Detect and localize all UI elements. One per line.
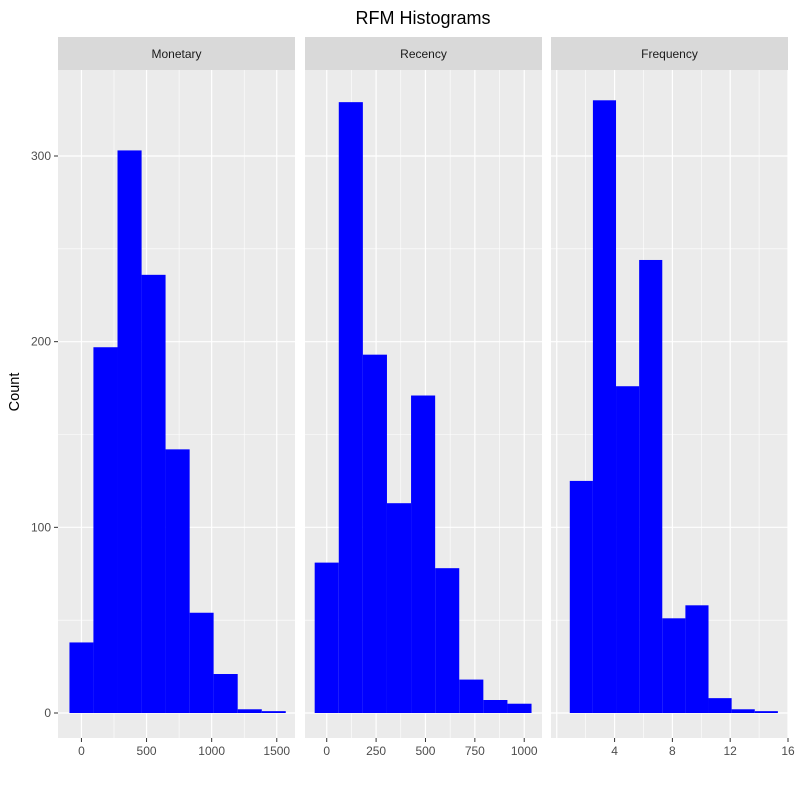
histogram-bar: [435, 568, 460, 713]
histogram-bar: [507, 703, 532, 713]
facet-strip: [551, 37, 788, 70]
y-axis: 0 100 200 300: [31, 149, 58, 720]
histogram-bar: [662, 618, 686, 713]
y-tick-label: 0: [44, 706, 51, 720]
x-tick-label: 1000: [198, 744, 225, 758]
facet-strip: [305, 37, 542, 70]
histogram-bar: [754, 711, 778, 713]
y-tick-label: 200: [31, 335, 51, 349]
facet-frequency: Frequency 4 8 12 16: [551, 37, 795, 758]
histogram-bar: [314, 562, 339, 713]
histogram-bar: [93, 347, 118, 713]
histogram-bar: [69, 642, 94, 713]
histogram-bar: [338, 102, 363, 713]
x-tick-label: 750: [465, 744, 485, 758]
chart-title: RFM Histograms: [355, 8, 490, 28]
histogram-bar: [616, 386, 640, 713]
facet-strip-label: Frequency: [641, 47, 698, 61]
histogram-bars: [69, 150, 286, 713]
facet-strip-label: Monetary: [151, 47, 201, 61]
x-tick-label: 4: [611, 744, 618, 758]
histogram-bar: [386, 503, 412, 713]
histogram-bar: [213, 674, 238, 713]
histogram-bar: [261, 711, 286, 713]
y-axis-title: Count: [7, 373, 23, 412]
histogram-bar: [117, 150, 142, 713]
histogram-bar: [411, 395, 436, 713]
histogram-bar: [592, 100, 617, 714]
histogram-bar: [459, 679, 484, 713]
facet-monetary: Monetary 0 500 1000 1500: [58, 37, 295, 758]
facet-strip-label: Recency: [400, 47, 447, 61]
x-tick-label: 16: [781, 744, 795, 758]
facet-panels: Monetary 0 500 1000 1500 Recency 0 250 500 750 100…: [58, 37, 795, 758]
x-tick-label: 500: [415, 744, 435, 758]
y-tick-label: 300: [31, 149, 51, 163]
histogram-bar: [141, 274, 166, 713]
facet-recency: Recency 0 250 500 750 1000: [305, 37, 542, 758]
x-tick-label: 0: [323, 744, 330, 758]
x-tick-label: 1000: [511, 744, 538, 758]
x-tick-label: 250: [366, 744, 386, 758]
histogram-bar: [639, 259, 663, 713]
x-tick-label: 12: [724, 744, 738, 758]
facet-strip: [58, 37, 295, 70]
x-tick-label: 0: [78, 744, 85, 758]
histogram-bar: [483, 700, 508, 713]
y-tick-label: 100: [31, 520, 51, 534]
histogram-bar: [362, 354, 387, 713]
histogram-bar: [189, 612, 214, 713]
histogram-bar: [731, 709, 755, 713]
histogram-bars: [569, 100, 778, 714]
x-tick-label: 8: [669, 744, 676, 758]
histogram-bar: [237, 709, 262, 713]
histogram-bar: [685, 605, 709, 713]
histogram-bar: [708, 698, 732, 713]
x-tick-label: 500: [137, 744, 157, 758]
histogram-bars: [314, 102, 532, 713]
histogram-bar: [165, 449, 190, 713]
x-tick-label: 1500: [263, 744, 290, 758]
histogram-bar: [569, 480, 593, 713]
